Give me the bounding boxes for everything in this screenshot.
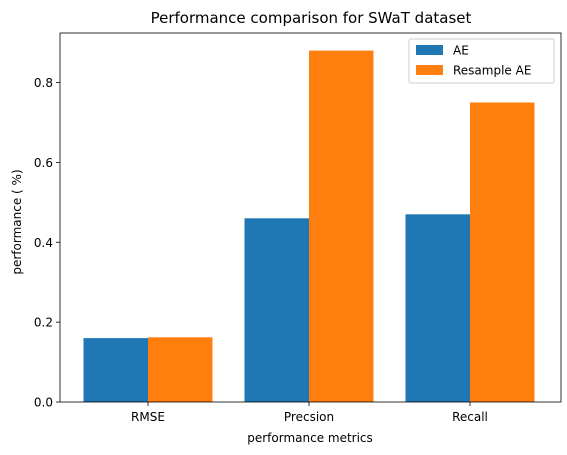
bar-resample-ae-recall [470,102,535,403]
y-tick-label: 0.6 [34,156,53,170]
bar-ae-precsion [244,218,309,402]
y-tick-label: 0.4 [34,236,53,250]
x-tick-label: RMSE [131,410,165,424]
y-axis-label: performance ( %) [10,169,24,274]
y-tick-label: 0.0 [34,396,53,410]
legend-label-ae: AE [453,44,469,58]
legend: AE Resample AE [408,38,555,84]
axes-group: RMSE Precsion Recall 0.0 0.2 0.4 0.6 0.8 [34,32,562,424]
bar-ae-recall [405,214,470,402]
chart-title: Performance comparison for SWaT dataset [151,9,472,27]
x-axis-label: performance metrics [247,431,373,445]
legend-swatch-ae [416,45,443,55]
legend-box [408,38,555,84]
y-tick-label: 0.2 [34,316,53,330]
x-tick-label: Recall [452,410,488,424]
plot-frame [59,32,562,403]
legend-swatch-resample-ae [416,65,443,75]
y-tick-label: 0.8 [34,76,53,90]
bar-ae-rmse [83,338,148,402]
bar-resample-ae-rmse [148,337,213,402]
bar-resample-ae-precsion [309,50,374,402]
legend-label-resample-ae: Resample AE [453,64,531,78]
x-tick-label: Precsion [284,410,334,424]
bars-group [83,50,535,403]
